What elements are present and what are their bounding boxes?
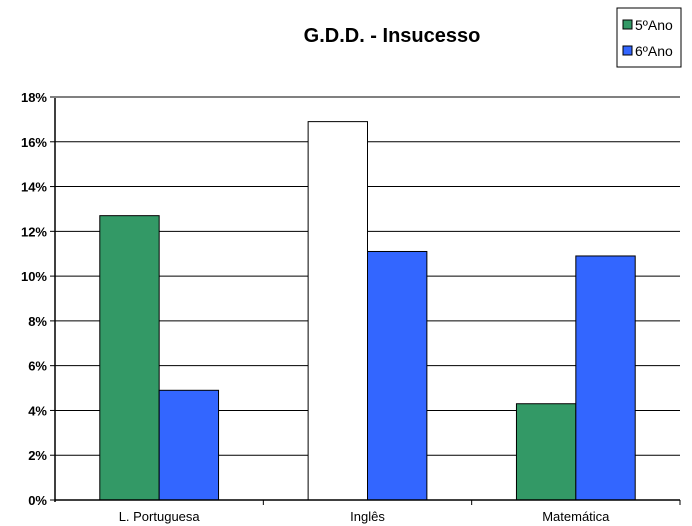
bar-5ano: [515, 403, 577, 501]
y-tick-label: 0%: [28, 493, 47, 508]
y-tick-label: 4%: [28, 403, 47, 418]
category-label: Matemática: [542, 509, 610, 524]
y-axis-ticks: 0% 2% 4% 6% 8% 10% 12% 14% 16% 18%: [21, 90, 55, 508]
chart-title: G.D.D. - Insucesso: [304, 25, 481, 47]
legend-label-6ano: 6ºAno: [635, 43, 673, 59]
category-labels: L. Portuguesa Inglês Matemática: [119, 500, 681, 524]
y-tick-label: 18%: [21, 90, 47, 105]
y-tick-label: 6%: [28, 359, 47, 374]
bar-5ano: [99, 215, 160, 501]
y-tick-label: 8%: [28, 314, 47, 329]
bars: [99, 121, 636, 501]
legend-swatch-5ano: [622, 19, 633, 30]
y-tick-label: 12%: [21, 224, 47, 239]
y-tick-label: 10%: [21, 269, 47, 284]
legend-swatch-6ano: [622, 45, 633, 56]
category-label: L. Portuguesa: [119, 509, 201, 524]
legend: 5ºAno 6ºAno: [616, 7, 682, 68]
legend-label-5ano: 5ºAno: [635, 17, 673, 33]
y-tick-label: 2%: [28, 448, 47, 463]
y-tick-label: 14%: [21, 180, 47, 195]
bar-6ano: [575, 255, 636, 501]
y-tick-label: 16%: [21, 135, 47, 150]
bar-6ano: [367, 250, 428, 501]
bar-5ano: [307, 121, 368, 501]
category-label: Inglês: [350, 509, 385, 524]
bar-6ano: [158, 389, 220, 501]
legend-box: [616, 7, 682, 68]
